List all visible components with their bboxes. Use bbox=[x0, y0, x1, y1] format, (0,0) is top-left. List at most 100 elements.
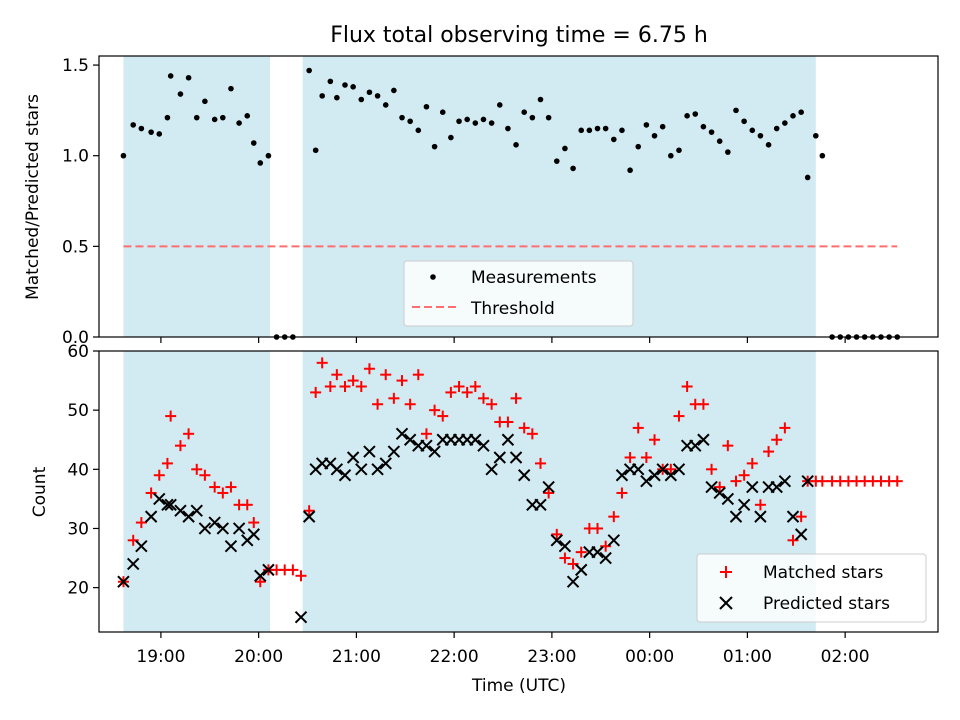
predicted-star-point bbox=[550, 534, 563, 547]
predicted-star-point bbox=[517, 469, 531, 482]
measurement-point bbox=[813, 132, 819, 139]
bottom-y-tick-label: 30 bbox=[67, 519, 89, 539]
measurement-point bbox=[804, 174, 811, 181]
measurement-point bbox=[578, 127, 585, 134]
predicted-star-point bbox=[190, 504, 203, 517]
matched-star-point bbox=[551, 528, 563, 540]
matched-star-point bbox=[461, 386, 473, 398]
matched-star-point bbox=[396, 375, 408, 387]
matched-star-point bbox=[649, 434, 661, 446]
measurement-point bbox=[562, 145, 568, 152]
matched-star-point bbox=[754, 499, 766, 511]
matched-star-point bbox=[567, 558, 579, 570]
legend-measurements-label: Measurements bbox=[471, 268, 597, 288]
predicted-star-point bbox=[161, 498, 174, 512]
predicted-star-point bbox=[338, 469, 352, 482]
legend-matched-marker bbox=[720, 566, 732, 578]
measurement-point bbox=[431, 143, 438, 150]
predicted-star-point bbox=[672, 463, 686, 476]
top-legend-box bbox=[403, 260, 634, 327]
chart-title: Flux total observing time = 6.75 h bbox=[330, 23, 708, 48]
matched-star-point bbox=[534, 457, 546, 469]
measurement-point bbox=[399, 114, 405, 121]
bottom-plot-frame bbox=[98, 350, 939, 633]
measurement-point bbox=[193, 114, 200, 121]
matched-star-point bbox=[502, 416, 514, 428]
measurement-point bbox=[692, 111, 699, 117]
measurement-point bbox=[164, 114, 171, 121]
predicted-star-point bbox=[729, 510, 743, 523]
measurement-point bbox=[782, 120, 788, 126]
predicted-star-point bbox=[575, 563, 588, 577]
measurement-point bbox=[553, 158, 560, 164]
predicted-star-point bbox=[591, 545, 604, 559]
measurement-point bbox=[627, 167, 633, 174]
bottom-x-tick-label: 02:00 bbox=[821, 647, 870, 667]
matched-star-point bbox=[738, 469, 750, 481]
measurement-point bbox=[488, 120, 495, 126]
measurement-point bbox=[250, 140, 257, 146]
predicted-star-point bbox=[302, 510, 316, 523]
matched-star-point bbox=[518, 422, 530, 434]
matched-star-point bbox=[543, 487, 555, 499]
bottom-x-tick-label: 21:00 bbox=[332, 647, 381, 667]
predicted-star-point bbox=[198, 522, 212, 535]
matched-star-point bbox=[174, 440, 186, 452]
top-y-tick-label: 0.0 bbox=[62, 328, 89, 348]
measurement-point bbox=[350, 84, 356, 90]
matched-star-point bbox=[453, 380, 465, 392]
matched-star-point bbox=[161, 457, 173, 469]
measurement-point bbox=[382, 102, 389, 108]
predicted-star-point bbox=[294, 611, 308, 624]
predicted-star-point bbox=[135, 540, 148, 553]
top-y-tick-label: 1.5 bbox=[62, 56, 89, 76]
predicted-star-point bbox=[534, 498, 547, 512]
top-legend: Measurements Threshold bbox=[403, 260, 634, 327]
measurement-point bbox=[312, 147, 319, 154]
predicted-star-point bbox=[648, 469, 661, 482]
predicted-star-point bbox=[387, 445, 401, 458]
top-plot-frame bbox=[98, 55, 939, 338]
matched-star-point bbox=[616, 487, 628, 499]
matched-star-point bbox=[241, 499, 253, 511]
matched-star-point bbox=[575, 546, 587, 558]
measurement-point bbox=[741, 118, 747, 125]
measurement-point bbox=[257, 160, 264, 166]
predicted-star-point bbox=[153, 492, 166, 506]
matched-star-point bbox=[412, 369, 424, 381]
matched-star-point bbox=[486, 398, 498, 410]
matched-star-point bbox=[681, 380, 693, 392]
predicted-star-point bbox=[509, 451, 523, 464]
predicted-star-point bbox=[428, 445, 441, 458]
measurement-point bbox=[148, 129, 154, 135]
top-y-tick-label: 0.5 bbox=[62, 237, 89, 257]
measurement-point bbox=[342, 82, 348, 88]
predicted-star-point bbox=[656, 463, 669, 476]
measurement-point bbox=[480, 116, 487, 123]
matched-star-point bbox=[787, 534, 799, 546]
matched-star-point bbox=[127, 534, 139, 546]
predicted-star-point bbox=[664, 469, 678, 482]
measurement-point bbox=[407, 118, 413, 125]
bottom-x-tick-label: 22:00 bbox=[430, 647, 479, 667]
predicted-star-point bbox=[794, 528, 808, 541]
measurement-point bbox=[306, 67, 312, 74]
bottom-x-tick-label: 00:00 bbox=[625, 647, 674, 667]
matched-star-point bbox=[165, 410, 177, 422]
predicted-star-point bbox=[262, 563, 275, 577]
measurement-point bbox=[798, 109, 804, 115]
predicted-star-point bbox=[689, 439, 702, 452]
matched-star-point bbox=[632, 422, 644, 434]
matched-star-point bbox=[287, 564, 299, 576]
predicted-star-point bbox=[640, 474, 653, 488]
predicted-star-point bbox=[144, 510, 158, 523]
predicted-star-point bbox=[485, 463, 498, 476]
measurement-point bbox=[185, 74, 192, 81]
predicted-star-point bbox=[224, 540, 238, 553]
measurement-point bbox=[456, 118, 462, 125]
predicted-star-point bbox=[254, 569, 267, 583]
measurement-point bbox=[244, 113, 251, 119]
measurement-point bbox=[749, 127, 756, 134]
measurement-point bbox=[602, 125, 609, 132]
